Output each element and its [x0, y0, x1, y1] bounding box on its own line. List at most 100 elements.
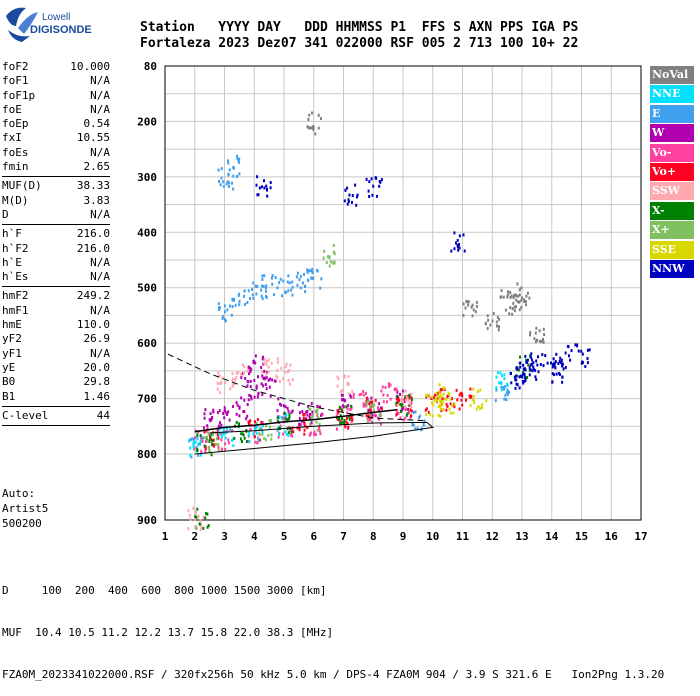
- echo-point: [373, 413, 376, 417]
- echo-point: [368, 195, 371, 198]
- echo-point: [382, 400, 385, 404]
- echo-point: [263, 437, 266, 440]
- echo-point: [524, 376, 527, 380]
- echo-point: [442, 386, 445, 390]
- echo-point: [218, 409, 221, 413]
- param-row: hmF1 N/A: [2, 304, 110, 318]
- echo-point: [263, 179, 265, 183]
- echo-point: [232, 382, 235, 386]
- echo-point: [276, 416, 279, 420]
- echo-point: [373, 403, 376, 407]
- echo-point: [555, 352, 558, 356]
- echo-point: [518, 288, 521, 292]
- echo-point: [517, 294, 520, 298]
- echo-point: [566, 344, 569, 348]
- echo-point: [232, 377, 235, 381]
- echo-point: [462, 313, 465, 317]
- echo-point: [282, 432, 285, 436]
- echo-point: [542, 327, 545, 331]
- echo-point: [499, 295, 502, 299]
- echo-point: [224, 431, 226, 435]
- echo-point: [453, 247, 456, 251]
- param-value: 29.8: [83, 375, 111, 389]
- echo-point: [551, 372, 554, 376]
- echo-point: [370, 409, 372, 413]
- echo-point: [194, 515, 197, 519]
- echo-point: [232, 437, 235, 441]
- echo-point: [355, 203, 358, 207]
- echo-point: [332, 250, 335, 254]
- echo-point: [303, 424, 306, 428]
- echo-point: [495, 388, 498, 392]
- echo-point: [513, 375, 516, 379]
- echo-point: [212, 438, 215, 442]
- echo-point: [231, 372, 234, 376]
- echo-point: [370, 177, 373, 181]
- echo-point: [237, 294, 240, 297]
- echo-point: [401, 392, 404, 396]
- echo-point: [356, 195, 358, 199]
- echo-point: [522, 372, 525, 376]
- echo-point: [402, 406, 405, 410]
- echo-point: [503, 373, 506, 377]
- x-tick-label: 8: [370, 530, 377, 543]
- x-tick-label: 12: [486, 530, 499, 543]
- echo-point: [235, 401, 238, 405]
- echo-point: [442, 408, 445, 411]
- echo-point: [291, 409, 294, 413]
- echo-point: [561, 364, 564, 368]
- echo-point: [511, 312, 514, 316]
- echo-point: [228, 168, 231, 172]
- footer-file-row: FZA0M_2023341022000.RSF / 320fx256h 50 k…: [2, 668, 665, 681]
- echo-point: [238, 405, 241, 409]
- echo-point: [290, 433, 292, 437]
- echo-point: [253, 360, 256, 363]
- echo-point: [212, 443, 215, 447]
- echo-point: [307, 278, 309, 282]
- echo-point: [348, 417, 351, 421]
- echo-point: [389, 397, 392, 401]
- legend-item-ssw: SSW: [650, 182, 694, 201]
- echo-point: [399, 402, 402, 406]
- echo-point: [265, 424, 268, 428]
- echo-point: [208, 433, 211, 437]
- echo-point: [261, 374, 264, 378]
- echo-point: [496, 324, 498, 328]
- echo-point: [262, 284, 265, 288]
- echo-point: [528, 296, 531, 300]
- echo-point: [367, 408, 370, 412]
- echo-point: [231, 181, 233, 185]
- echo-point: [404, 397, 407, 401]
- echo-point: [506, 391, 509, 395]
- echo-point: [414, 410, 417, 414]
- echo-point: [439, 414, 442, 418]
- echo-point: [411, 398, 413, 401]
- echo-point: [437, 391, 440, 395]
- echo-point: [287, 409, 290, 413]
- echo-point: [297, 403, 300, 407]
- echo-point: [365, 404, 368, 408]
- echo-point: [256, 284, 259, 288]
- echo-point: [284, 430, 287, 434]
- echo-point: [314, 132, 317, 136]
- echo-point: [228, 181, 231, 185]
- echo-point: [525, 360, 528, 364]
- echo-point: [266, 194, 269, 198]
- echo-point: [261, 297, 264, 301]
- echo-point: [471, 303, 474, 307]
- echo-point: [525, 303, 528, 307]
- echo-point: [284, 370, 287, 374]
- echo-point: [336, 417, 339, 421]
- echo-point: [320, 413, 323, 417]
- echo-point: [303, 421, 306, 425]
- echo-point: [231, 384, 234, 388]
- echo-point: [536, 363, 539, 367]
- echo-point: [274, 276, 277, 279]
- echo-point: [443, 386, 446, 390]
- echo-point: [528, 373, 531, 377]
- echo-point: [531, 362, 534, 366]
- echo-point: [236, 154, 239, 158]
- echo-point: [430, 401, 433, 405]
- echo-point: [318, 422, 321, 426]
- echo-point: [411, 423, 414, 427]
